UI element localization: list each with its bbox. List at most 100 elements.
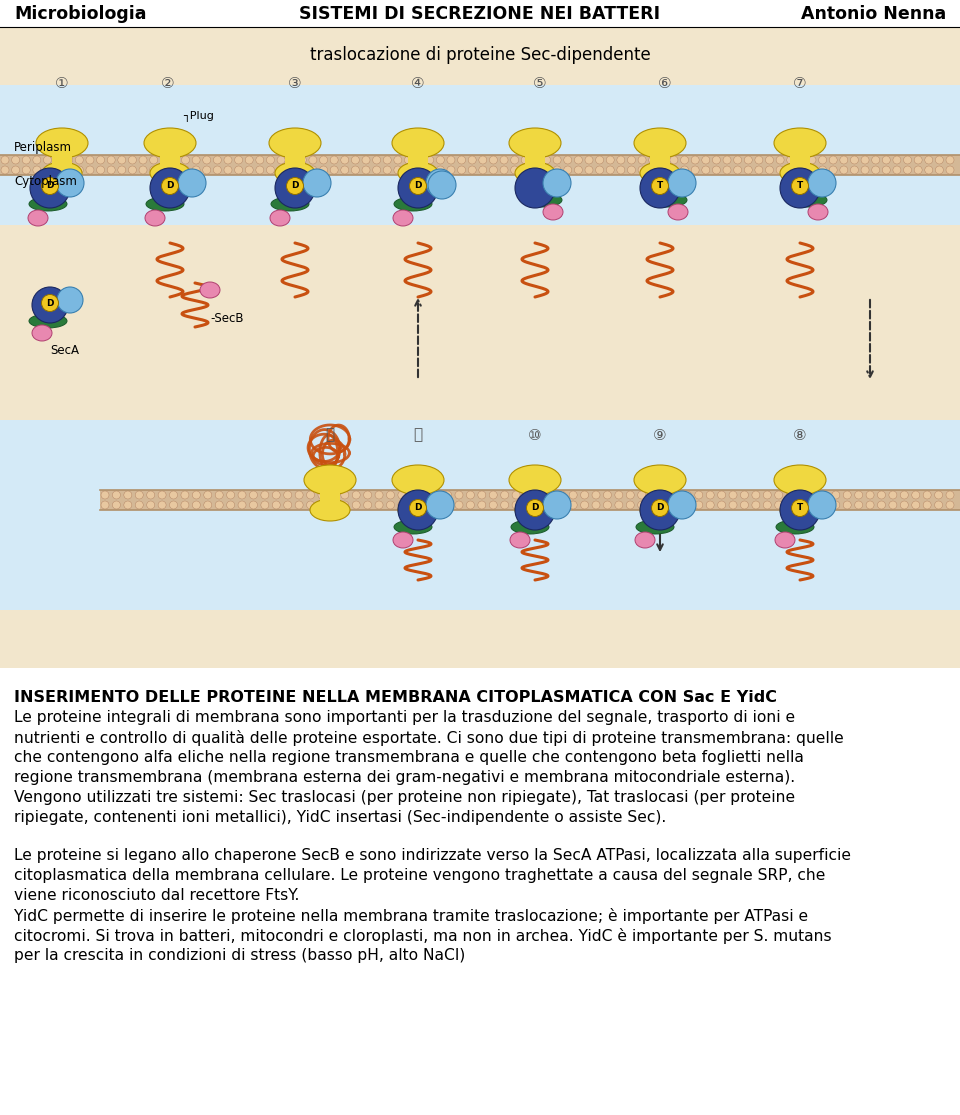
Circle shape (490, 491, 497, 500)
Circle shape (752, 491, 760, 500)
Circle shape (660, 491, 668, 500)
Circle shape (574, 166, 583, 174)
Circle shape (574, 156, 583, 164)
Circle shape (652, 500, 668, 516)
Circle shape (670, 156, 678, 164)
Circle shape (75, 166, 84, 174)
Circle shape (415, 156, 423, 164)
Circle shape (946, 501, 954, 510)
Ellipse shape (634, 128, 686, 158)
Circle shape (755, 166, 763, 174)
Circle shape (532, 166, 540, 174)
Circle shape (86, 166, 94, 174)
Circle shape (178, 169, 206, 197)
Text: ⑥: ⑥ (659, 77, 672, 91)
Circle shape (776, 156, 784, 164)
Text: ⑤: ⑤ (533, 77, 547, 91)
Circle shape (866, 491, 874, 500)
Text: Vengono utilizzati tre sistemi: Sec traslocasi (per proteine non ripiegate), Tat: Vengono utilizzati tre sistemi: Sec tras… (14, 791, 795, 805)
Circle shape (213, 166, 222, 174)
Circle shape (780, 168, 820, 209)
Circle shape (542, 156, 550, 164)
Circle shape (744, 166, 753, 174)
Circle shape (397, 501, 406, 510)
Circle shape (733, 166, 742, 174)
Ellipse shape (269, 128, 321, 158)
Circle shape (215, 491, 223, 500)
Circle shape (447, 156, 455, 164)
Text: D: D (415, 182, 421, 191)
Ellipse shape (780, 162, 820, 184)
Circle shape (740, 501, 749, 510)
Circle shape (617, 156, 625, 164)
Circle shape (490, 501, 497, 510)
Circle shape (277, 156, 285, 164)
Circle shape (712, 166, 720, 174)
Circle shape (192, 501, 201, 510)
Circle shape (245, 166, 253, 174)
Circle shape (394, 166, 402, 174)
Ellipse shape (775, 532, 795, 547)
Circle shape (723, 166, 731, 174)
Circle shape (628, 166, 636, 174)
Circle shape (444, 491, 451, 500)
Circle shape (515, 489, 555, 530)
Circle shape (170, 491, 178, 500)
Circle shape (914, 166, 923, 174)
Circle shape (12, 166, 19, 174)
Circle shape (410, 500, 426, 516)
Circle shape (203, 156, 211, 164)
Bar (52, 153, 72, 165)
Circle shape (638, 156, 646, 164)
Circle shape (33, 156, 41, 164)
Ellipse shape (510, 532, 530, 547)
Circle shape (829, 166, 837, 174)
Ellipse shape (509, 465, 561, 495)
Ellipse shape (649, 193, 687, 207)
Circle shape (831, 501, 840, 510)
Circle shape (352, 501, 360, 510)
Circle shape (161, 177, 179, 194)
Ellipse shape (774, 128, 826, 158)
Circle shape (702, 166, 709, 174)
Circle shape (375, 491, 383, 500)
Circle shape (171, 156, 179, 164)
Text: ripiegate, contenenti ioni metallici), YidC insertasi (Sec-indipendente o assist: ripiegate, contenenti ioni metallici), Y… (14, 809, 666, 825)
Circle shape (914, 156, 923, 164)
Circle shape (284, 491, 292, 500)
Circle shape (286, 177, 303, 194)
Ellipse shape (275, 162, 315, 184)
Circle shape (744, 156, 753, 164)
Circle shape (808, 491, 836, 518)
Circle shape (595, 156, 604, 164)
Ellipse shape (32, 324, 52, 341)
Circle shape (840, 166, 848, 174)
Circle shape (192, 491, 201, 500)
Circle shape (595, 166, 604, 174)
Text: ┐Plug: ┐Plug (183, 110, 214, 122)
Circle shape (670, 166, 678, 174)
Circle shape (387, 501, 395, 510)
Circle shape (660, 166, 667, 174)
Circle shape (57, 287, 83, 313)
Ellipse shape (808, 204, 828, 220)
Circle shape (558, 491, 565, 500)
Bar (790, 153, 810, 165)
Circle shape (733, 156, 742, 164)
Circle shape (135, 501, 143, 510)
Text: D: D (46, 299, 54, 308)
Text: per la crescita in condizioni di stress (basso pH, alto NaCl): per la crescita in condizioni di stress … (14, 948, 466, 963)
Circle shape (97, 166, 105, 174)
Circle shape (118, 156, 126, 164)
Ellipse shape (398, 162, 438, 184)
Circle shape (420, 491, 429, 500)
Circle shape (139, 156, 147, 164)
Circle shape (946, 156, 954, 164)
Circle shape (786, 501, 794, 510)
Text: D: D (46, 182, 54, 191)
Circle shape (511, 156, 518, 164)
Circle shape (500, 166, 508, 174)
Text: ④: ④ (411, 77, 425, 91)
Circle shape (649, 166, 657, 174)
Circle shape (809, 501, 817, 510)
